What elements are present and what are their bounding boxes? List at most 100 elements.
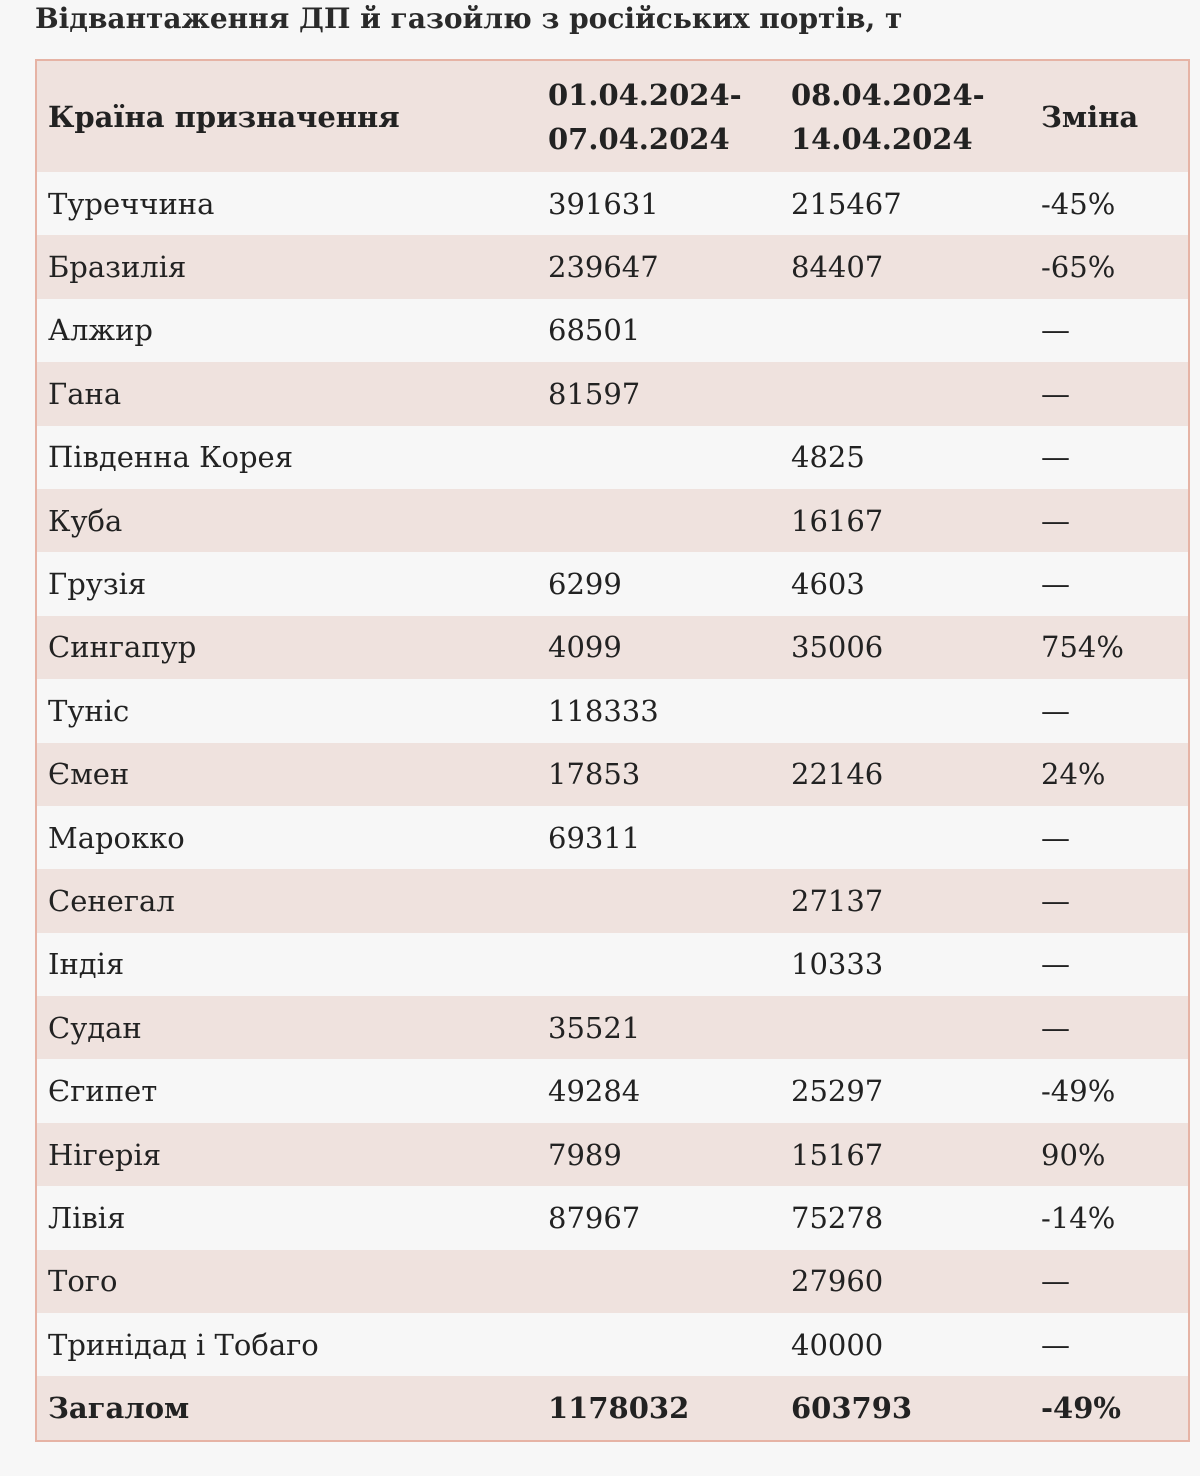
cell-country: Марокко	[48, 820, 185, 855]
cell-period-1: 4099	[548, 630, 622, 665]
table-row: Грузія 6299 4603 —	[37, 552, 1188, 616]
table-row: Лівія 87967 75278 -14%	[37, 1186, 1188, 1250]
cell-period-2: 22146	[791, 757, 884, 792]
cell-change: —	[1041, 947, 1070, 982]
cell-period-1	[537, 933, 780, 996]
table-row: Туніс 118333 —	[37, 679, 1188, 743]
cell-change: —	[1041, 820, 1070, 855]
cell-period-1	[537, 869, 780, 932]
header-period-2-start: 08.04.2024-	[791, 77, 985, 112]
header-period-1-end: 07.04.2024	[548, 121, 730, 156]
cell-period-2	[780, 362, 1030, 425]
table-header-row: Країна призначення 01.04.2024- 07.04.202…	[37, 61, 1188, 172]
cell-change: -49%	[1041, 1074, 1116, 1109]
header-change-label: Зміна	[1041, 99, 1139, 134]
cell-country: Бразилія	[48, 250, 187, 285]
cell-country: Туреччина	[48, 186, 215, 221]
cell-period-1: 87967	[548, 1200, 641, 1235]
table-row: Індія 10333 —	[37, 932, 1188, 997]
cell-country: Нігерія	[48, 1137, 162, 1172]
table-row: Бразилія 239647 84407 -65%	[37, 235, 1188, 299]
cell-country: Тринідад і Тобаго	[48, 1327, 319, 1362]
cell-change: 90%	[1041, 1137, 1106, 1172]
total-period-2: 603793	[791, 1391, 913, 1426]
cell-change: -14%	[1041, 1200, 1116, 1235]
cell-change: 24%	[1041, 757, 1106, 792]
cell-country: Єгипет	[48, 1074, 158, 1109]
cell-change: —	[1041, 1264, 1070, 1299]
cell-period-1: 81597	[548, 376, 641, 411]
cell-period-2: 4825	[791, 440, 865, 475]
header-period-1-start: 01.04.2024-	[548, 77, 742, 112]
total-period-1: 1178032	[548, 1391, 690, 1426]
cell-period-1: 7989	[548, 1137, 622, 1172]
cell-country: Грузія	[48, 567, 147, 602]
cell-country: Того	[48, 1264, 118, 1299]
cell-change: —	[1041, 313, 1070, 348]
cell-period-2	[780, 806, 1030, 869]
table-row: Алжир 68501 —	[37, 298, 1188, 363]
cell-period-2: 84407	[791, 250, 884, 285]
table-row: Сингапур 4099 35006 754%	[37, 615, 1188, 680]
header-country-label: Країна призначення	[48, 99, 400, 134]
shipments-table-container: Країна призначення 01.04.2024- 07.04.202…	[35, 59, 1190, 1442]
cell-country: Південна Корея	[48, 440, 293, 475]
cell-period-2: 27137	[791, 883, 884, 918]
cell-change: —	[1041, 567, 1070, 602]
page-title: Відвантаження ДП й газойлю з російських …	[35, 2, 903, 35]
cell-period-1	[537, 489, 780, 552]
cell-period-1: 49284	[548, 1074, 641, 1109]
cell-country: Гана	[48, 376, 122, 411]
cell-period-1: 6299	[548, 567, 622, 602]
cell-period-1	[537, 1250, 780, 1313]
cell-period-2: 215467	[791, 186, 902, 221]
cell-change: —	[1041, 503, 1070, 538]
cell-period-1: 69311	[548, 820, 641, 855]
table-row: Єгипет 49284 25297 -49%	[37, 1059, 1188, 1123]
cell-period-2: 25297	[791, 1074, 884, 1109]
cell-period-1: 118333	[548, 693, 659, 728]
cell-period-2	[780, 299, 1030, 362]
cell-change: -65%	[1041, 250, 1116, 285]
header-period-2-end: 14.04.2024	[791, 121, 973, 156]
cell-change: —	[1041, 1010, 1070, 1045]
cell-country: Судан	[48, 1010, 142, 1045]
table-row: Сенегал 27137 —	[37, 869, 1188, 933]
table-row: Гана 81597 —	[37, 362, 1188, 426]
header-period-1: 01.04.2024- 07.04.2024	[537, 61, 780, 172]
cell-period-2: 27960	[791, 1264, 884, 1299]
table-row: Того 27960 —	[37, 1249, 1188, 1314]
cell-country: Алжир	[48, 313, 153, 348]
cell-period-1: 68501	[548, 313, 641, 348]
cell-period-1: 35521	[548, 1010, 641, 1045]
cell-change: -45%	[1041, 186, 1116, 221]
cell-period-2: 35006	[791, 630, 884, 665]
cell-period-2: 10333	[791, 947, 884, 982]
cell-period-1	[537, 1313, 780, 1376]
table-total-row: Загалом 1178032 603793 -49%	[37, 1376, 1188, 1440]
cell-period-2: 16167	[791, 503, 884, 538]
cell-country: Індія	[48, 947, 125, 982]
cell-period-2: 4603	[791, 567, 865, 602]
table-row: Судан 35521 —	[37, 996, 1188, 1060]
cell-change: —	[1041, 376, 1070, 411]
header-period-2: 08.04.2024- 14.04.2024	[780, 61, 1030, 172]
cell-change: —	[1041, 440, 1070, 475]
cell-period-1: 391631	[548, 186, 659, 221]
header-change: Зміна	[1030, 61, 1188, 172]
table-row: Південна Корея 4825 —	[37, 425, 1188, 489]
table-body: Туреччина 391631 215467 -45% Бразилія 239647 8…	[37, 172, 1188, 1440]
cell-period-2: 15167	[791, 1137, 884, 1172]
table-row: Ємен 17853 22146 24%	[37, 742, 1188, 806]
cell-country: Лівія	[48, 1200, 126, 1235]
cell-change: —	[1041, 1327, 1070, 1362]
cell-period-2: 75278	[791, 1200, 884, 1235]
cell-country: Сингапур	[48, 630, 197, 665]
cell-period-1: 17853	[548, 757, 641, 792]
cell-country: Сенегал	[48, 883, 175, 918]
cell-period-2	[780, 996, 1030, 1059]
cell-change: —	[1041, 883, 1070, 918]
table-row: Нігерія 7989 15167 90%	[37, 1122, 1188, 1187]
cell-country: Куба	[48, 503, 123, 538]
cell-change: 754%	[1041, 630, 1124, 665]
